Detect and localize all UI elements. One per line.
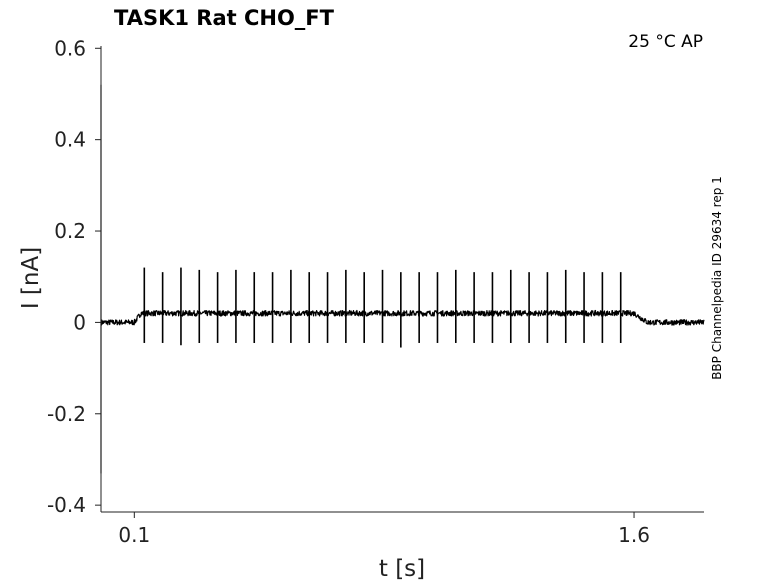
current-trace-line (100, 84, 705, 474)
y-tick-label: 0.6 (54, 36, 86, 60)
chart-title: TASK1 Rat CHO_FT (114, 6, 335, 30)
plot-area (100, 84, 705, 474)
x-tick-label: 1.6 (618, 523, 650, 547)
y-tick-label: -0.4 (47, 493, 86, 517)
temperature-protocol-annotation: 25 °C AP (628, 32, 703, 52)
y-tick-label: 0 (73, 310, 86, 334)
x-axis-label: t [s] (379, 556, 425, 582)
y-ticks: 0.6 0.4 0.2 0 -0.2 -0.4 (47, 36, 101, 517)
spike-markers (143, 267, 622, 348)
y-axis-label: I [nA] (18, 247, 44, 309)
x-tick-label: 0.1 (118, 523, 150, 547)
x-ticks: 0.1 1.6 (118, 512, 650, 547)
y-tick-label: 0.4 (54, 128, 86, 152)
channelpedia-id-label: BBP Channelpedia ID 29634 rep 1 (710, 176, 724, 380)
y-tick-label: -0.2 (47, 402, 86, 426)
y-tick-label: 0.2 (54, 219, 86, 243)
